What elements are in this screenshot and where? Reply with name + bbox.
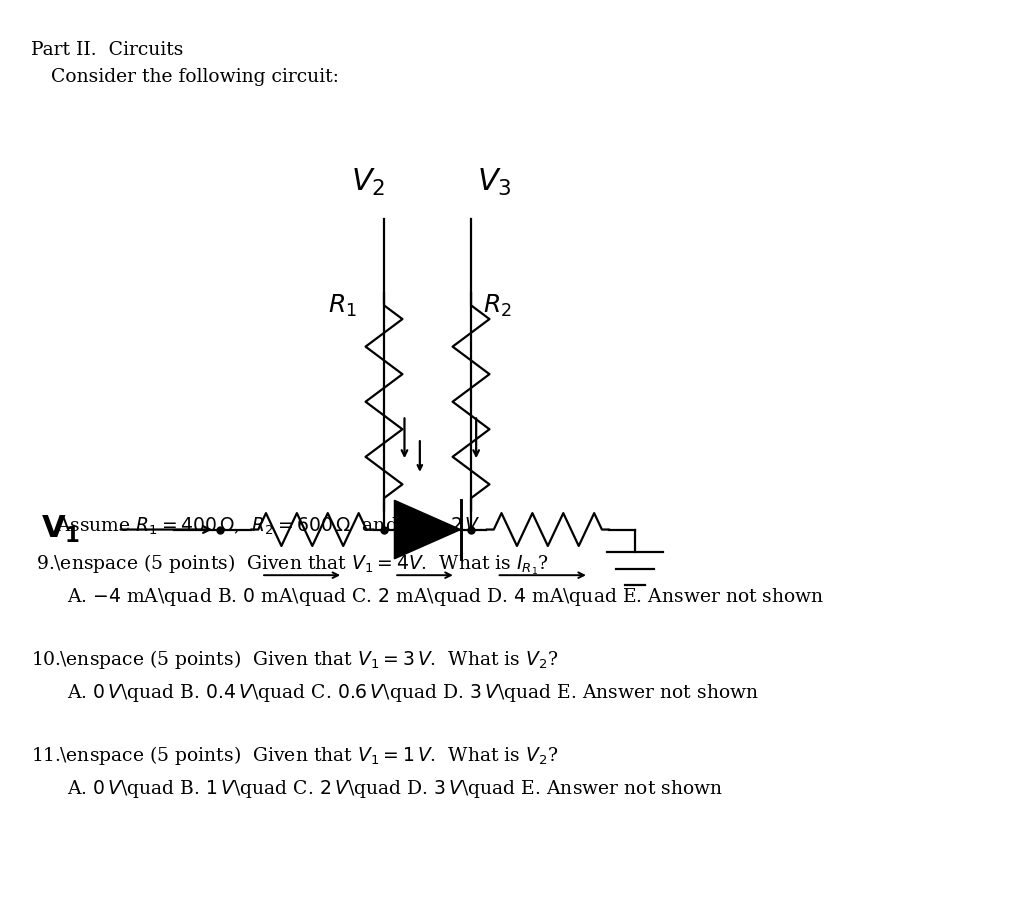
Text: A. $0\,V$\quad B. $1\,V$\quad C. $2\,V$\quad D. $3\,V$\quad E. Answer not shown: A. $0\,V$\quad B. $1\,V$\quad C. $2\,V$\…	[67, 778, 723, 800]
Text: Assume $R_1 = 400\,\Omega$,  $R_2 = 600\,\Omega$  and  $V_f = 2\,V$.: Assume $R_1 = 400\,\Omega$, $R_2 = 600\,…	[56, 516, 484, 537]
Text: Consider the following circuit:: Consider the following circuit:	[51, 68, 339, 87]
Text: $V_3$: $V_3$	[477, 167, 512, 198]
Text: 9.\enspace (5 points)  Given that $V_1 = 4V$.  What is $I_{R_1}$?: 9.\enspace (5 points) Given that $V_1 = …	[31, 552, 549, 577]
Text: $\mathbf{V_1}$: $\mathbf{V_1}$	[41, 514, 80, 545]
Text: 10.\enspace (5 points)  Given that $V_1 = 3\,V$.  What is $V_2$?: 10.\enspace (5 points) Given that $V_1 =…	[31, 648, 558, 671]
Text: A. $0\,V$\quad B. $0.4\,V$\quad C. $0.6\,V$\quad D. $3\,V$\quad E. Answer not sh: A. $0\,V$\quad B. $0.4\,V$\quad C. $0.6\…	[67, 682, 759, 704]
Text: $R_1$: $R_1$	[328, 293, 356, 319]
Text: $V_2$: $V_2$	[351, 167, 386, 198]
Text: 11.\enspace (5 points)  Given that $V_1 = 1\,V$.  What is $V_2$?: 11.\enspace (5 points) Given that $V_1 =…	[31, 744, 558, 767]
Polygon shape	[394, 500, 461, 559]
Text: Part II.  Circuits: Part II. Circuits	[31, 41, 183, 59]
Text: A. $-4$ mA\quad B. $0$ mA\quad C. $2$ mA\quad D. $4$ mA\quad E. Answer not shown: A. $-4$ mA\quad B. $0$ mA\quad C. $2$ mA…	[67, 586, 824, 608]
Text: $R_2$: $R_2$	[483, 293, 512, 319]
